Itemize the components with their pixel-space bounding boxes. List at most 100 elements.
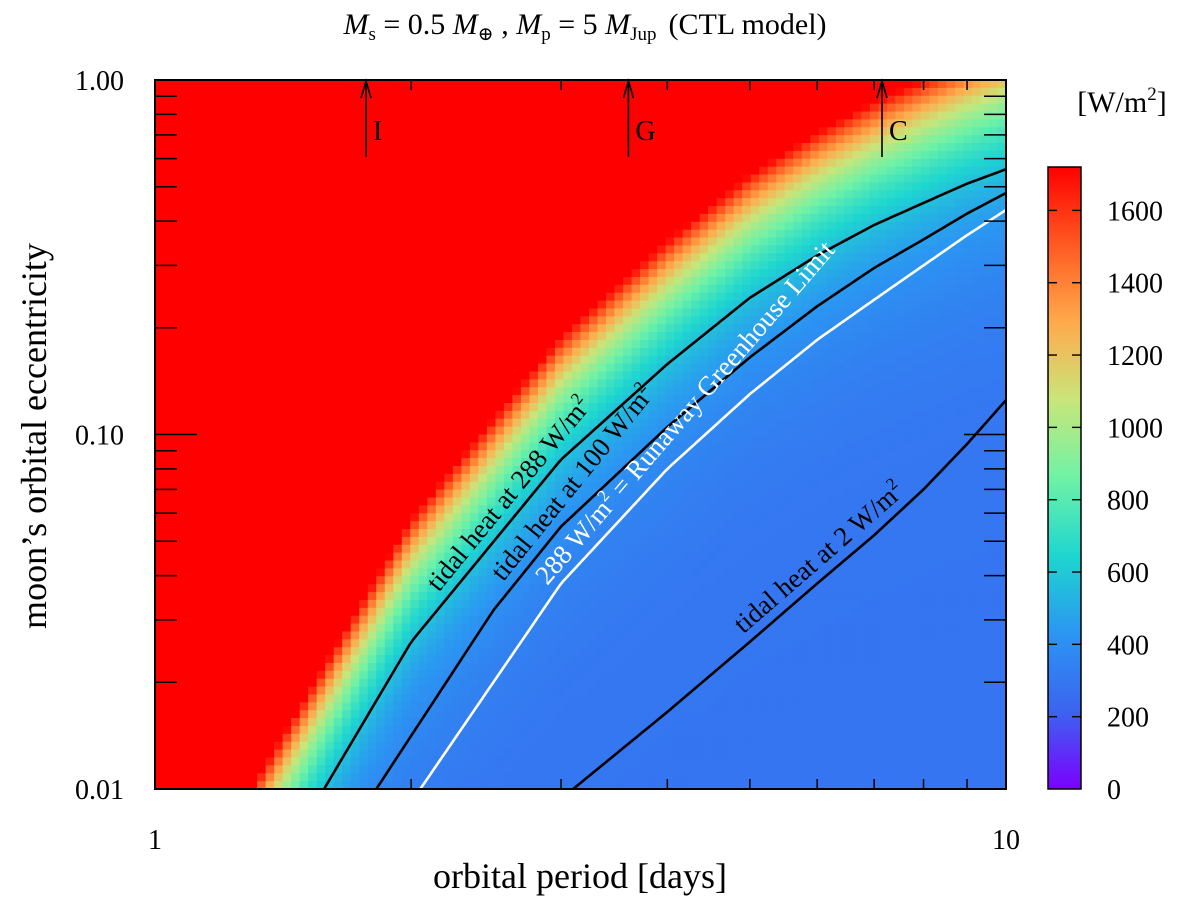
heatmap-cell <box>231 308 241 317</box>
heatmap-cell <box>393 150 403 160</box>
heatmap-cell <box>529 458 539 467</box>
heatmap-cell <box>537 592 548 601</box>
heatmap-cell <box>554 371 565 380</box>
heatmap-cell <box>546 544 556 554</box>
heatmap-cell <box>155 725 165 735</box>
heatmap-cell <box>418 694 428 703</box>
heatmap-cell <box>469 190 479 199</box>
heatmap-cell <box>495 521 505 530</box>
heatmap-cell <box>282 371 292 380</box>
heatmap-cell <box>257 402 267 412</box>
heatmap-cell <box>291 158 301 168</box>
heatmap-cell <box>461 426 471 436</box>
heatmap-cell <box>461 292 471 302</box>
heatmap-cell <box>393 166 403 176</box>
heatmap-cell <box>274 308 284 317</box>
heatmap-cell <box>282 347 292 357</box>
heatmap-cell <box>316 150 326 160</box>
heatmap-cell <box>342 599 352 609</box>
heatmap-cell <box>469 324 479 333</box>
heatmap-cell <box>486 253 496 262</box>
heatmap-cell <box>325 198 335 207</box>
heatmap-cell <box>418 773 428 782</box>
heatmap-cell <box>597 725 607 735</box>
heatmap-cell <box>469 371 479 380</box>
heatmap-cell <box>393 174 403 184</box>
heatmap-cell <box>265 615 275 625</box>
heatmap-cell <box>257 466 267 475</box>
heatmap-cell <box>257 355 267 365</box>
heatmap-cell <box>308 781 318 790</box>
heatmap-cell <box>376 544 386 554</box>
heatmap-cell <box>316 221 326 231</box>
heatmap-cell <box>427 300 437 310</box>
heatmap-cell <box>367 773 377 782</box>
heatmap-cell <box>223 276 233 286</box>
heatmap-cell <box>172 347 182 357</box>
heatmap-cell <box>401 111 411 120</box>
heatmap-cell <box>393 473 403 483</box>
heatmap-cell <box>571 95 582 105</box>
heatmap-cell <box>418 678 428 688</box>
heatmap-cell <box>520 402 531 412</box>
heatmap-cell <box>316 718 326 727</box>
heatmap-cell <box>342 607 352 617</box>
heatmap-cell <box>418 253 428 262</box>
heatmap-cell <box>376 229 386 239</box>
heatmap-cell <box>197 497 207 506</box>
heatmap-cell <box>367 300 377 310</box>
heatmap-cell <box>325 355 335 365</box>
heatmap-cell <box>274 450 284 459</box>
heatmap-cell <box>486 111 496 120</box>
heatmap-cell <box>554 631 565 640</box>
heatmap-cell <box>274 710 284 719</box>
heatmap-cell <box>589 166 599 176</box>
heatmap-cell <box>597 552 607 562</box>
heatmap-cell <box>512 592 522 601</box>
heatmap-cell <box>367 355 377 365</box>
heatmap-cell <box>367 135 377 144</box>
heatmap-cell <box>614 190 624 199</box>
heatmap-cell <box>214 607 224 617</box>
heatmap-cell <box>580 757 590 766</box>
heatmap-cell <box>248 655 258 664</box>
heatmap-cell <box>529 229 539 239</box>
heatmap-cell <box>435 466 445 475</box>
heatmap-cell <box>248 292 258 302</box>
heatmap-cell <box>614 300 624 310</box>
heatmap-cell <box>206 221 216 231</box>
heatmap-cell <box>444 497 454 506</box>
heatmap-cell <box>333 387 343 396</box>
heatmap-cell <box>384 284 394 294</box>
heatmap-cell <box>435 521 445 530</box>
heatmap-cell <box>435 339 445 349</box>
heatmap-cell <box>299 710 309 719</box>
heatmap-cell <box>214 450 224 459</box>
heatmap-cell <box>359 363 369 373</box>
heatmap-cell <box>512 599 522 609</box>
heatmap-cell <box>325 544 335 554</box>
heatmap-cell <box>155 576 165 585</box>
heatmap-cell <box>265 473 275 483</box>
heatmap-cell <box>418 710 428 719</box>
heatmap-cell <box>282 757 292 766</box>
heatmap-cell <box>469 339 479 349</box>
heatmap-cell <box>155 702 165 711</box>
heatmap-cell <box>537 395 548 404</box>
heatmap-cell <box>180 592 190 601</box>
heatmap-cell <box>265 182 275 191</box>
heatmap-cell <box>418 576 428 585</box>
heatmap-cell <box>537 379 548 388</box>
heatmap-cell <box>342 521 352 530</box>
heatmap-cell <box>418 639 428 648</box>
heatmap-cell <box>410 269 420 278</box>
heatmap-cell <box>189 182 199 191</box>
heatmap-cell <box>206 135 216 144</box>
heatmap-cell <box>214 741 224 751</box>
heatmap-cell <box>376 387 386 396</box>
heatmap-cell <box>461 402 471 412</box>
heatmap-cell <box>418 174 428 184</box>
heatmap-cell <box>503 410 514 420</box>
heatmap-cell <box>435 324 445 333</box>
heatmap-cell <box>367 599 377 609</box>
